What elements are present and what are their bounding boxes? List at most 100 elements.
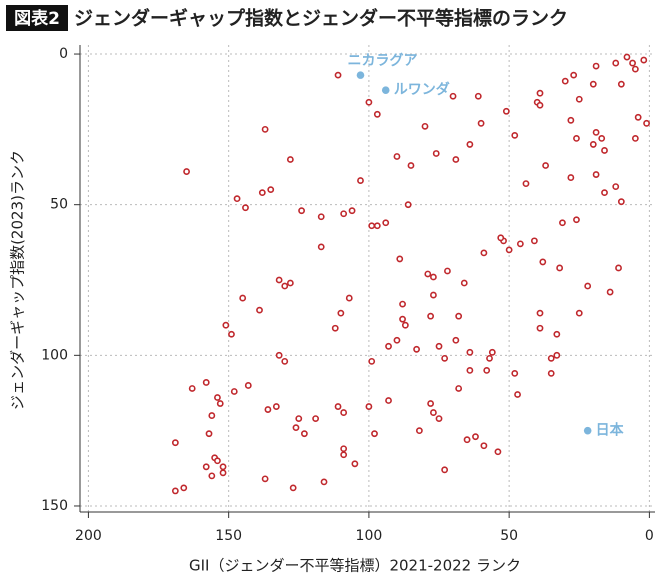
point (556, 264, 564, 272)
point (216, 400, 224, 407)
point (559, 219, 566, 227)
point (337, 309, 345, 317)
point (272, 403, 280, 410)
point (435, 342, 443, 350)
highlight-point (583, 426, 592, 435)
point (258, 189, 266, 197)
point (497, 234, 505, 242)
point (401, 321, 409, 329)
point (480, 249, 488, 257)
point (385, 342, 392, 350)
point (286, 156, 294, 163)
point (233, 195, 241, 203)
highlight-point (381, 86, 390, 94)
point (474, 92, 482, 100)
point (214, 457, 221, 465)
point (208, 412, 216, 419)
point (415, 427, 423, 435)
point (494, 448, 502, 456)
point (617, 198, 625, 206)
point (331, 324, 339, 332)
point (320, 478, 328, 486)
point (536, 324, 544, 332)
point (612, 59, 620, 67)
point (399, 300, 406, 308)
y-tick-label: 0 (59, 46, 68, 62)
point (483, 366, 491, 374)
point (373, 110, 381, 118)
point (292, 424, 300, 432)
point (430, 273, 437, 281)
point (530, 237, 538, 245)
point (365, 403, 373, 410)
point (208, 472, 216, 480)
point (281, 357, 289, 365)
figure-label: 図表2 (14, 8, 60, 29)
point (365, 98, 373, 106)
point (466, 348, 474, 356)
point (239, 294, 247, 302)
point (340, 445, 348, 453)
point (317, 213, 325, 221)
point (553, 330, 561, 338)
point (261, 125, 269, 133)
point (202, 379, 210, 386)
point (463, 436, 471, 444)
point (592, 171, 600, 178)
point (444, 267, 451, 275)
point (407, 162, 415, 169)
point (567, 174, 575, 181)
point (219, 463, 227, 471)
annotation: ルワンダ (394, 81, 450, 98)
point (334, 71, 342, 79)
point (424, 270, 432, 278)
point (455, 312, 463, 320)
point (242, 204, 249, 212)
x-tick-label: 0 (645, 528, 654, 544)
point (421, 122, 429, 130)
point (547, 354, 555, 362)
point (601, 147, 608, 154)
point (399, 315, 406, 323)
point (452, 336, 460, 344)
point (261, 475, 269, 483)
annotation: 日本 (596, 422, 625, 439)
chart-title: ジェンダーギャップ指数とジェンダー不平等指標のランク (74, 7, 568, 30)
x-tick-label: 150 (215, 528, 242, 544)
point (511, 370, 519, 377)
point (393, 153, 401, 160)
point (536, 309, 544, 317)
point (598, 134, 606, 142)
point (312, 415, 320, 422)
point (477, 119, 485, 127)
point (631, 134, 639, 142)
point (472, 433, 479, 441)
point (629, 59, 636, 67)
point (404, 201, 412, 209)
point (542, 162, 550, 169)
point (286, 279, 294, 287)
point (486, 354, 493, 362)
y-tick-label: 50 (50, 197, 68, 213)
y-tick-label: 100 (41, 347, 68, 363)
point (340, 409, 348, 416)
point (317, 243, 325, 251)
point (573, 134, 580, 142)
point (171, 439, 179, 447)
point (300, 430, 308, 438)
point (435, 415, 443, 422)
point (345, 294, 353, 302)
point (340, 210, 348, 218)
point (171, 487, 179, 495)
point (575, 309, 583, 317)
point (289, 484, 297, 492)
point (573, 216, 580, 224)
point (601, 189, 608, 197)
point (382, 219, 390, 227)
point (430, 291, 437, 299)
point (466, 141, 474, 148)
point (449, 92, 457, 100)
point (575, 95, 583, 103)
point (488, 348, 496, 356)
point (334, 403, 342, 410)
